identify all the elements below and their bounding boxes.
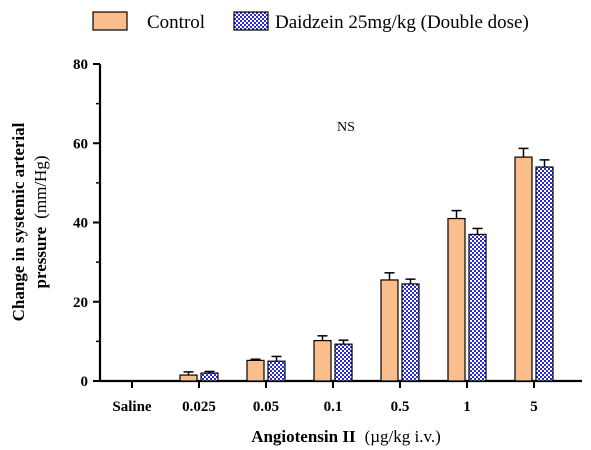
legend: Control Daidzein 25mg/kg (Double dose): [92, 11, 529, 33]
y-tick-label: 0: [81, 374, 89, 390]
bar-control: [179, 374, 198, 382]
x-tick-label: 5: [530, 399, 538, 415]
x-tick-label: Saline: [112, 399, 152, 415]
legend-label-daidzein: Daidzein 25mg/kg (Double dose): [275, 12, 529, 33]
y-tick-label: 60: [73, 136, 88, 152]
y-axis-title-line2: pressure (mm/Hg): [31, 156, 50, 289]
bar-daidzein: [468, 233, 487, 382]
bars: [179, 156, 554, 382]
bar-daidzein: [401, 283, 420, 382]
annotation-ns: NS: [337, 120, 355, 135]
bar-control: [380, 279, 399, 382]
bar-control: [514, 156, 533, 382]
x-axis-title-bold: Angiotensin II: [251, 427, 356, 446]
y-axis-title-line1: Change in systemic arterial: [9, 122, 28, 321]
y-tick-label: 40: [73, 216, 88, 232]
x-tick-label: 0.05: [253, 399, 279, 415]
y-axis-title-bold: pressure: [31, 226, 50, 288]
x-axis-title: Angiotensin II (µg/kg i.v.): [251, 427, 441, 446]
y-axis-title: Change in systemic arterial pressure (mm…: [9, 122, 50, 321]
y-axis-ticks: 0 20 40 60 80: [73, 57, 100, 390]
y-tick-label: 20: [73, 295, 88, 311]
bar-control: [447, 217, 466, 382]
x-axis-title-units: (µg/kg i.v.): [365, 427, 441, 446]
legend-label-control: Control: [147, 12, 205, 33]
y-axis-title-units: (mm/Hg): [31, 156, 50, 219]
bar-daidzein: [334, 343, 353, 382]
legend-swatch-daidzein: [233, 11, 269, 31]
x-tick-label: 1: [463, 399, 471, 415]
bar-daidzein: [267, 360, 286, 382]
x-axis-ticks: Saline 0.025 0.05 0.1 0.5 1 5: [112, 381, 538, 415]
error-bars: [183, 147, 550, 376]
axes: [98, 64, 582, 383]
x-tick-label: 0.025: [182, 399, 216, 415]
bar-daidzein: [200, 372, 219, 382]
bar-daidzein: [535, 166, 554, 382]
legend-swatch-control: [92, 11, 128, 31]
bar-control: [246, 359, 265, 382]
x-tick-label: 0.5: [391, 399, 410, 415]
y-tick-label: 80: [73, 57, 88, 73]
bar-control: [313, 339, 332, 382]
x-tick-label: 0.1: [324, 399, 343, 415]
